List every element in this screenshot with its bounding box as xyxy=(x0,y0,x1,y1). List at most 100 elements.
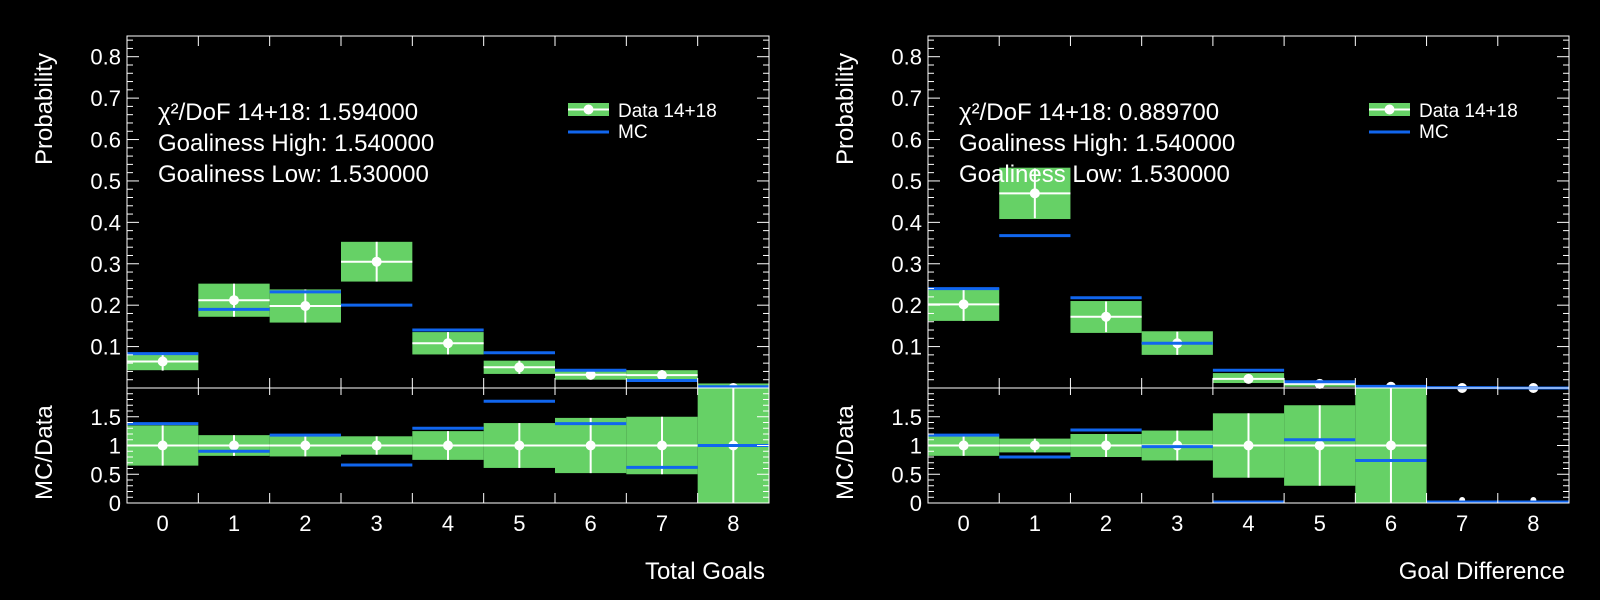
x-axis: 0 1 2 3 4 5 6 7 8 xyxy=(927,36,1570,536)
ratio-point-bin-4 xyxy=(443,440,453,451)
ratio-points xyxy=(127,388,769,503)
data-point-bin-4 xyxy=(443,338,453,349)
ratio-y-tick-label: 0 xyxy=(109,491,121,516)
info-line-3: Goaliness Low: 1.530000 xyxy=(959,161,1230,188)
data-point-bin-4 xyxy=(1243,373,1254,384)
legend-data-label: Data 14+18 xyxy=(1419,101,1518,122)
data-point-bin-2 xyxy=(300,301,311,312)
ratio-y-tick-label: 1 xyxy=(109,434,121,459)
x-tick-label: 4 xyxy=(442,511,454,536)
ratio-point-bin-7 xyxy=(657,440,667,451)
x-tick-label: 8 xyxy=(1527,511,1539,536)
ratio-y-tick-label: 0.5 xyxy=(891,462,922,487)
ratio-y-tick-label: 1.5 xyxy=(90,405,121,430)
y-tick-label: 0.3 xyxy=(891,252,922,277)
y-tick-label: 0.2 xyxy=(891,293,922,318)
x-tick-label: 2 xyxy=(1100,511,1112,536)
ratio-point-bin-1 xyxy=(229,440,239,451)
x-tick-label: 6 xyxy=(585,511,597,536)
ratio-y-tick-label: 1.5 xyxy=(891,405,922,430)
x-axis: 0 1 2 3 4 5 6 7 8 xyxy=(126,36,770,536)
y-tick-label: 0.4 xyxy=(90,210,121,235)
legend-data-label: Data 14+18 xyxy=(618,101,717,122)
x-tick-label: 1 xyxy=(1029,511,1041,536)
ratio-point-bin-1 xyxy=(1029,440,1040,451)
data-point-bin-0 xyxy=(958,299,969,310)
data-point-bin-1 xyxy=(229,295,239,306)
x-tick-label: 7 xyxy=(1456,511,1468,536)
ratio-point-bin-5 xyxy=(514,440,525,451)
ratio-point-bin-3 xyxy=(371,440,382,451)
y-tick-label: 0.8 xyxy=(891,45,922,70)
info-text: χ²/DoF 14+18: 0.889700 Goaliness High: 1.… xyxy=(959,99,1235,188)
x-tick-label: 8 xyxy=(727,511,739,536)
y-tick-label: 0.7 xyxy=(891,86,922,111)
data-bands xyxy=(928,167,1427,388)
chart-panel-2: 0.1 0.2 0.3 0.4 0.5 0.6 0.7 0.8 0 0.5 1 1.5 0 1 2 3 4 5 6 7… xyxy=(832,35,1570,585)
data-bands xyxy=(127,241,769,388)
y-axis-title: Probability xyxy=(31,53,58,165)
y-tick-label: 0.5 xyxy=(891,169,922,194)
ratio-point-bin-5 xyxy=(1314,440,1325,451)
y-tick-label: 0.5 xyxy=(90,169,121,194)
y-tick-label: 0.6 xyxy=(891,128,922,153)
legend-data-marker xyxy=(583,104,594,115)
ratio-y-axis: 0 0.5 1 1.5 xyxy=(891,393,1569,516)
ratio-point-bin-2 xyxy=(300,440,311,451)
ratio-y-axis: 0 0.5 1 1.5 xyxy=(90,393,769,516)
ratio-point-bin-4 xyxy=(1243,440,1254,451)
mc-lines xyxy=(928,234,1569,390)
ratio-point-bin-6 xyxy=(585,440,596,451)
y-tick-label: 0.2 xyxy=(90,293,121,318)
x-tick-label: 4 xyxy=(1242,511,1254,536)
data-point-bin-6 xyxy=(585,369,596,380)
y-tick-label: 0.3 xyxy=(90,252,121,277)
info-line-3: Goaliness Low: 1.530000 xyxy=(158,161,429,188)
mc-lines xyxy=(127,290,769,389)
data-point-bin-3 xyxy=(371,256,382,267)
legend-data-marker xyxy=(1384,104,1395,115)
y-axis-title: Probability xyxy=(832,53,859,165)
chart-panel-1: 0.1 0.2 0.3 0.4 0.5 0.6 0.7 0.8 0 0.5 1 1.5 0 1 2 3 4 5 6 7… xyxy=(31,35,770,585)
x-tick-label: 7 xyxy=(656,511,668,536)
ratio-point-bin-0 xyxy=(958,440,969,451)
y-tick-label: 0.8 xyxy=(90,45,121,70)
info-text: χ²/DoF 14+18: 1.594000 Goaliness High: 1.… xyxy=(158,99,434,188)
y-tick-label: 0.7 xyxy=(90,86,121,111)
x-axis-title: Total Goals xyxy=(645,558,765,585)
ratio-y-tick-label: 1 xyxy=(910,434,922,459)
ratio-point-bin-6 xyxy=(1385,440,1396,451)
x-tick-label: 1 xyxy=(228,511,240,536)
ratio-y-axis-title: MC/Data xyxy=(31,405,58,500)
x-tick-label: 3 xyxy=(371,511,383,536)
x-tick-label: 5 xyxy=(1314,511,1326,536)
ratio-y-tick-label: 0 xyxy=(910,491,922,516)
x-tick-label: 3 xyxy=(1171,511,1183,536)
top-y-axis: 0.1 0.2 0.3 0.4 0.5 0.6 0.7 0.8 xyxy=(891,39,1569,381)
ratio-mc-lines xyxy=(928,428,1569,504)
x-tick-label: 5 xyxy=(513,511,525,536)
ratio-y-axis-title: MC/Data xyxy=(832,405,859,500)
data-point-bin-0 xyxy=(157,356,168,367)
data-point-bin-5 xyxy=(514,362,525,373)
info-line-1: χ²/DoF 14+18: 0.889700 xyxy=(959,99,1219,126)
x-tick-label: 0 xyxy=(957,511,969,536)
info-line-2: Goaliness High: 1.540000 xyxy=(158,130,434,157)
y-tick-label: 0.1 xyxy=(90,335,121,360)
x-tick-label: 6 xyxy=(1385,511,1397,536)
x-tick-label: 0 xyxy=(157,511,169,536)
ratio-mc-lines xyxy=(127,399,769,469)
data-point-bin-2 xyxy=(1101,311,1112,322)
ratio-point-bin-0 xyxy=(157,440,168,451)
ratio-y-tick-label: 0.5 xyxy=(90,462,121,487)
data-point-bin-1 xyxy=(1029,188,1040,199)
info-line-1: χ²/DoF 14+18: 1.594000 xyxy=(158,99,418,126)
ratio-points xyxy=(928,388,1537,503)
data-point-bin-7 xyxy=(657,370,667,381)
top-y-axis: 0.1 0.2 0.3 0.4 0.5 0.6 0.7 0.8 xyxy=(90,39,769,381)
y-tick-label: 0.4 xyxy=(891,210,922,235)
y-tick-label: 0.1 xyxy=(891,335,922,360)
